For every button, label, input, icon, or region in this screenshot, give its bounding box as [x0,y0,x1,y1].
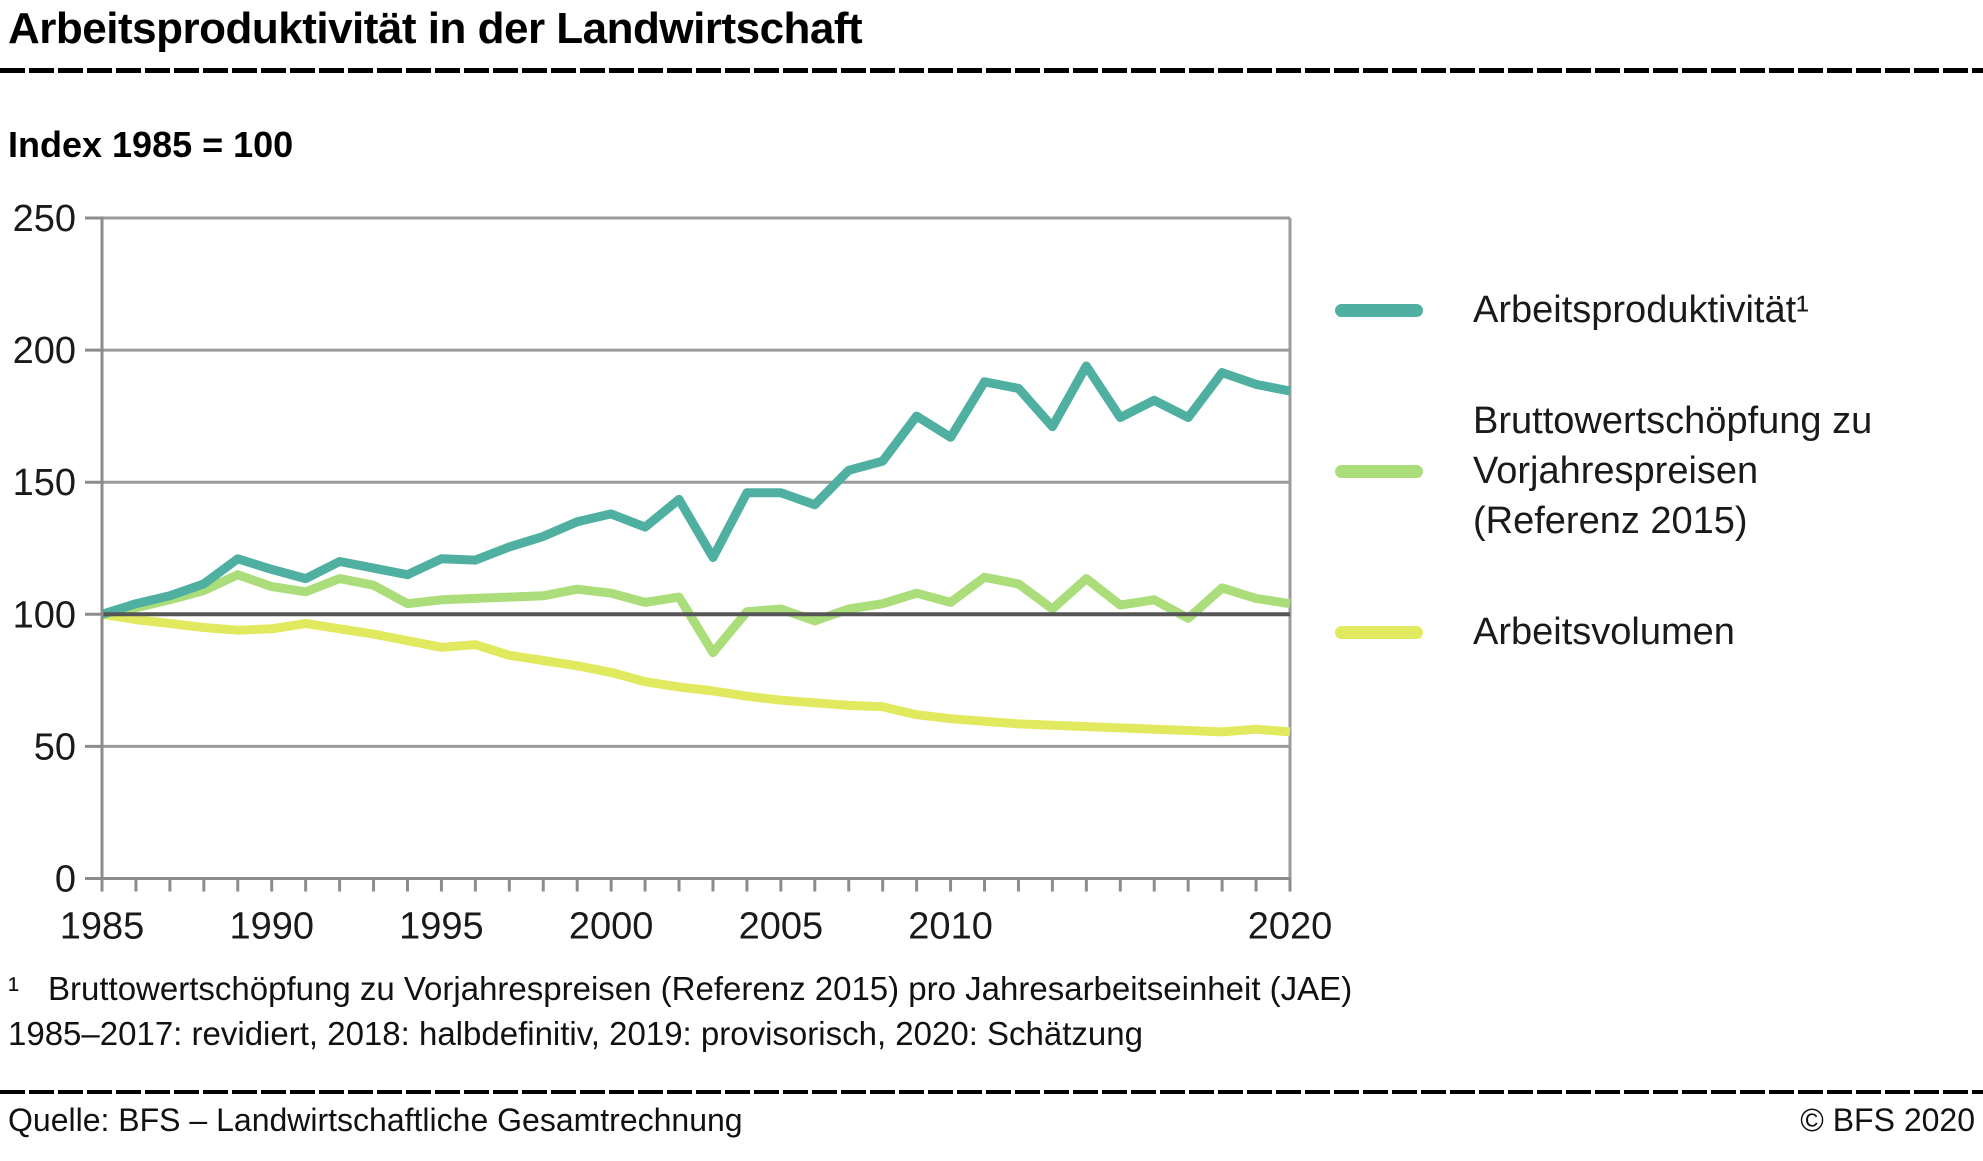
footer-separator-line [0,1090,1983,1094]
series-line-1 [101,570,1291,658]
legend-item-arbeitsvolumen: Arbeitsvolumen [1335,607,1935,657]
y-tick-label: 250 [13,198,76,240]
series-line-2 [101,609,1291,737]
x-tick-label: 1985 [60,906,145,948]
y-tick-label: 200 [13,330,76,372]
x-tick-label: 2020 [1248,906,1333,948]
x-tick-label: 1995 [399,906,484,948]
series-line-0 [100,361,1291,619]
legend-item-bruttowertschoepfung: Bruttowertschöpfung zu Vorjahrespreisen … [1335,396,1935,546]
x-tick-label: 2010 [908,906,993,948]
chart-subtitle: Index 1985 = 100 [8,124,294,165]
y-tick-label: 150 [13,462,76,504]
footnote: ¹ Bruttowertschöpfung zu Vorjahrespreisen… [8,966,1352,1056]
x-tick-label: 1990 [229,906,314,948]
y-tick-label: 0 [55,859,76,901]
source-text: Quelle: BFS – Landwirtschaftliche Gesamt… [8,1102,743,1138]
page-title: Arbeitsproduktivität in der Landwirtscha… [8,4,863,53]
legend-label: Arbeitsvolumen [1473,611,1735,653]
legend-swatch-0 [1335,303,1423,317]
legend-label: (Referenz 2015) [1473,500,1748,542]
chart-legend: Arbeitsproduktivität¹ Bruttowertschöpfun… [1335,285,1935,657]
footnote-line-2: 1985–2017: revidiert, 2018: halbdefiniti… [8,1015,1143,1052]
y-tick-label: 50 [34,726,76,768]
legend-label: Bruttowertschöpfung zu [1473,400,1873,442]
footnote-line-1: ¹ Bruttowertschöpfung zu Vorjahrespreisen… [8,966,1352,1011]
copyright-text: © BFS 2020 [1800,1102,1975,1138]
y-tick-label: 100 [13,594,76,636]
legend-swatch-1 [1335,464,1423,478]
x-tick-label: 2005 [739,906,824,948]
footnote-marker: ¹ [8,970,19,1007]
title-separator-line [0,68,1983,73]
legend-item-arbeitsproduktivitaet: Arbeitsproduktivität¹ [1335,285,1935,335]
x-tick-label: 2000 [569,906,654,948]
chart-svg: 0 50 100 150 200 250 1985 1990 1995 2000 2005 2010 2… [13,198,1333,948]
legend-swatch-2 [1335,625,1423,639]
legend-label: Arbeitsproduktivität¹ [1473,289,1809,331]
footer: Quelle: BFS – Landwirtschaftliche Gesamt… [8,1102,1975,1139]
legend-label: Vorjahrespreisen [1473,450,1759,492]
chart-area: 0 50 100 150 200 250 1985 1990 1995 2000 2005 2010 2… [0,148,1340,978]
